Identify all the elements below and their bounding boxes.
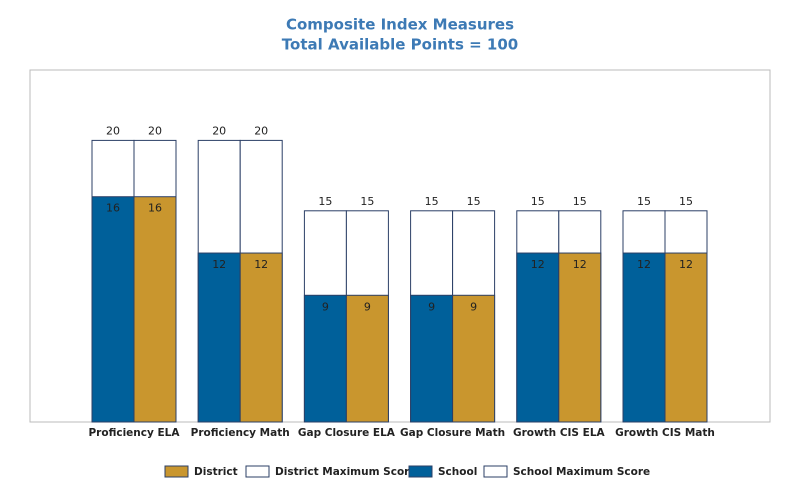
value-label: 12: [254, 258, 268, 271]
max-label: 20: [148, 124, 162, 137]
max-label: 15: [637, 195, 651, 208]
x-tick-label: Growth CIS Math: [615, 427, 715, 439]
legend-label: District Maximum Score: [275, 466, 416, 478]
chart-subtitle: Total Available Points = 100: [282, 36, 518, 54]
bar: [133, 196, 177, 423]
bar: [664, 252, 708, 423]
value-label: 12: [212, 258, 226, 271]
legend-swatch: [245, 465, 270, 478]
legend-swatch: [408, 465, 433, 478]
value-label: 9: [428, 300, 435, 313]
max-label: 15: [318, 195, 332, 208]
legend-label: School: [438, 466, 477, 478]
plot-frame: [29, 69, 771, 423]
bar: [516, 252, 560, 423]
legend-label: District: [194, 466, 238, 478]
x-tick-label: Gap Closure ELA: [298, 427, 396, 439]
max-label: 20: [254, 124, 268, 137]
value-label: 9: [364, 300, 371, 313]
x-tick-label: Growth CIS ELA: [513, 427, 606, 439]
value-label: 12: [531, 258, 545, 271]
bar: [558, 252, 602, 423]
max-label: 15: [425, 195, 439, 208]
value-label: 12: [573, 258, 587, 271]
legend-swatch: [483, 465, 508, 478]
value-label: 16: [106, 202, 120, 215]
max-label: 15: [467, 195, 481, 208]
legend-label: School Maximum Score: [513, 466, 650, 478]
value-label: 16: [148, 202, 162, 215]
max-label: 15: [360, 195, 374, 208]
legend-swatch: [164, 465, 189, 478]
max-label: 20: [212, 124, 226, 137]
value-label: 12: [679, 258, 693, 271]
bar: [197, 252, 241, 423]
bar: [239, 252, 283, 423]
max-label: 15: [573, 195, 587, 208]
bar: [303, 294, 347, 423]
bar: [410, 294, 454, 423]
x-tick-label: Gap Closure Math: [400, 427, 505, 439]
value-label: 9: [470, 300, 477, 313]
value-label: 12: [637, 258, 651, 271]
bar: [452, 294, 496, 423]
max-label: 15: [531, 195, 545, 208]
value-label: 9: [322, 300, 329, 313]
bar: [345, 294, 389, 423]
bar: [622, 252, 666, 423]
x-tick-label: Proficiency Math: [191, 427, 290, 439]
max-label: 20: [106, 124, 120, 137]
x-tick-label: Proficiency ELA: [88, 427, 180, 439]
bar: [91, 196, 135, 423]
max-label: 15: [679, 195, 693, 208]
chart-title: Composite Index Measures: [286, 16, 514, 34]
